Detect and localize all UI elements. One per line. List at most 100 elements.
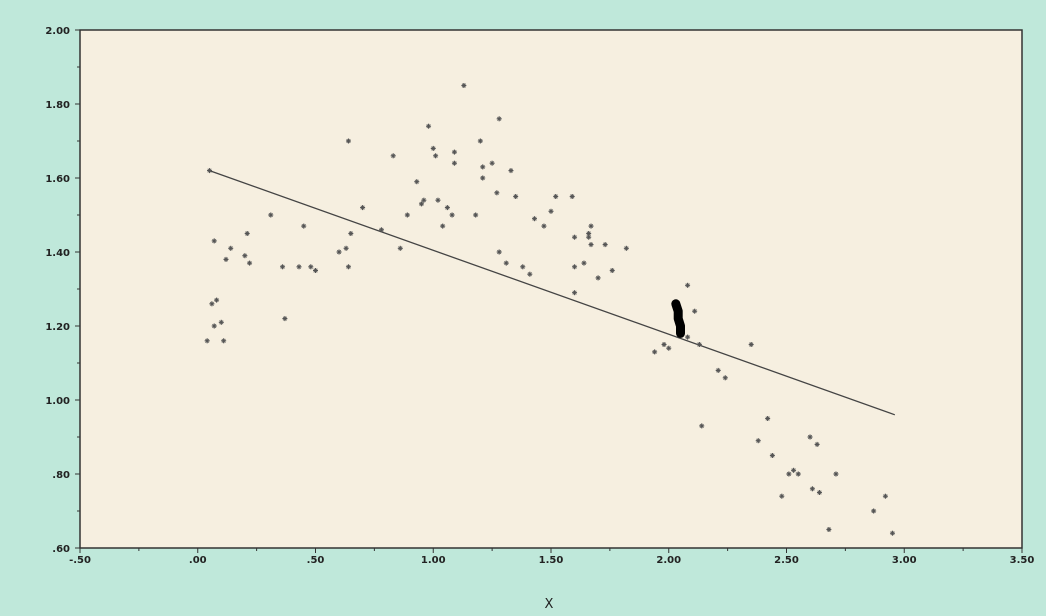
data-point — [685, 282, 691, 288]
y-tick-label: 1.20 — [45, 322, 70, 333]
data-point — [209, 301, 215, 307]
axis-ticks — [75, 29, 1023, 553]
data-point — [418, 201, 424, 207]
data-point — [795, 471, 801, 477]
data-point — [572, 234, 578, 240]
y-tick-label: .80 — [52, 470, 70, 481]
data-point — [494, 190, 500, 196]
data-point — [814, 441, 820, 447]
data-point — [343, 245, 349, 251]
data-point — [572, 264, 578, 270]
data-point — [282, 316, 288, 322]
data-point — [882, 493, 888, 499]
data-point — [218, 319, 224, 325]
plot-area — [79, 29, 1023, 549]
data-point — [390, 153, 396, 159]
data-point — [553, 194, 559, 199]
data-point — [473, 212, 479, 218]
data-point — [296, 264, 302, 270]
y-tick-label: 1.40 — [45, 248, 70, 259]
data-point — [652, 349, 658, 355]
data-point — [715, 367, 721, 373]
freehand-annotation-mark — [671, 299, 685, 338]
y-tick-label: .60 — [52, 544, 70, 555]
data-point — [826, 527, 832, 532]
x-tick-label: -.50 — [69, 555, 91, 566]
data-point — [211, 323, 217, 329]
x-tick-label: 1.50 — [539, 555, 564, 566]
data-point — [791, 467, 797, 473]
data-point — [244, 231, 250, 236]
data-point — [699, 423, 705, 429]
data-point — [221, 338, 227, 344]
data-point — [586, 234, 592, 240]
data-point — [527, 271, 533, 277]
data-point — [223, 256, 229, 262]
x-tick-label: 2.00 — [656, 555, 681, 566]
data-point — [602, 242, 608, 248]
x-tick-label: 1.00 — [421, 555, 446, 566]
data-point — [586, 231, 592, 236]
data-point — [451, 149, 457, 155]
x-tick-label: .50 — [307, 555, 325, 566]
data-point — [696, 342, 702, 347]
data-point — [765, 416, 771, 421]
data-point — [247, 260, 253, 266]
data-point — [755, 438, 761, 444]
axis-tick-labels: -.50 .00 .50 1.00 1.50 2.00 2.50 3.00 3.50 .60 .80… — [45, 26, 1034, 566]
data-point — [496, 116, 502, 122]
data-point — [685, 334, 691, 340]
data-point — [336, 249, 342, 255]
data-point — [204, 338, 210, 344]
data-point — [477, 138, 483, 144]
data-point — [816, 490, 822, 495]
data-point — [301, 223, 307, 229]
data-point — [268, 212, 274, 218]
data-point — [889, 530, 895, 536]
data-point — [345, 264, 351, 270]
data-point — [444, 205, 450, 211]
data-point — [569, 194, 575, 199]
data-point — [207, 168, 213, 174]
data-point — [581, 260, 587, 266]
data-point — [609, 268, 615, 273]
data-point — [809, 486, 815, 492]
y-tick-label: 1.60 — [45, 174, 70, 185]
data-point — [228, 245, 234, 251]
data-point — [513, 194, 519, 199]
x-tick-label: 3.50 — [1010, 555, 1035, 566]
data-point — [345, 138, 351, 144]
data-point — [404, 212, 410, 218]
data-point — [214, 297, 220, 303]
data-point — [541, 223, 547, 229]
y-tick-label: 1.80 — [45, 100, 70, 111]
y-tick-label: 2.00 — [45, 26, 70, 37]
data-point — [572, 290, 578, 296]
data-point — [421, 197, 427, 203]
data-point — [348, 231, 354, 236]
data-point — [449, 212, 455, 218]
data-point — [871, 508, 877, 514]
data-point — [426, 123, 432, 129]
data-point — [440, 223, 446, 229]
data-point — [779, 493, 785, 499]
data-point — [508, 168, 514, 174]
data-point — [280, 264, 286, 270]
data-point — [397, 245, 403, 251]
data-point — [595, 275, 601, 281]
data-point — [414, 179, 420, 185]
data-point — [430, 145, 436, 151]
data-point — [661, 342, 667, 347]
data-point — [211, 238, 217, 244]
y-tick-label: 1.00 — [45, 396, 70, 407]
x-axis-title: X — [545, 597, 554, 612]
data-point — [308, 264, 314, 270]
data-point — [786, 471, 792, 477]
data-point — [496, 249, 502, 255]
data-point — [480, 164, 486, 170]
scatter-points — [204, 83, 895, 536]
data-point — [520, 264, 526, 270]
data-point — [360, 205, 366, 211]
data-point — [833, 471, 839, 477]
data-point — [722, 375, 728, 381]
